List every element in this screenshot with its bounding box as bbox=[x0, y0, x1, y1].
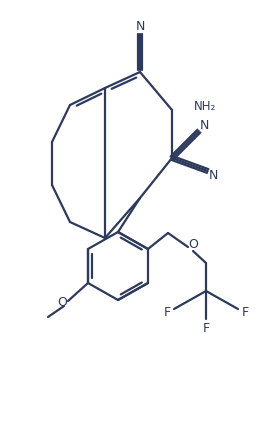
Text: N: N bbox=[200, 118, 210, 132]
Text: F: F bbox=[164, 306, 171, 319]
Text: O: O bbox=[188, 239, 198, 251]
Text: O: O bbox=[57, 296, 67, 309]
Text: F: F bbox=[203, 322, 210, 335]
Text: N: N bbox=[209, 170, 218, 182]
Text: N: N bbox=[135, 20, 145, 33]
Text: F: F bbox=[242, 306, 249, 319]
Text: NH₂: NH₂ bbox=[194, 99, 216, 112]
